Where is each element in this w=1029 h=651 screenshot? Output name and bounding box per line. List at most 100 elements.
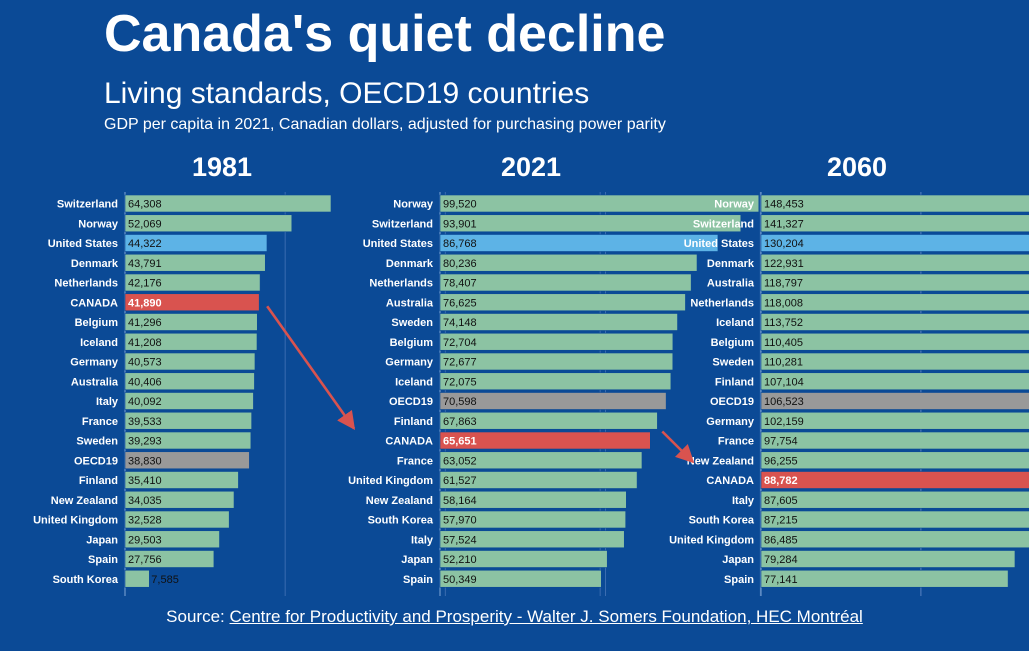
chart-title: Canada's quiet decline (104, 5, 666, 63)
category-label: United States (363, 238, 433, 250)
data-label: 57,524 (443, 534, 477, 546)
bar (439, 530, 625, 549)
bar (124, 471, 239, 489)
bar (439, 451, 643, 470)
data-label: 74,148 (443, 317, 477, 329)
data-label: 102,159 (764, 416, 804, 428)
category-label: OECD19 (74, 455, 118, 467)
data-label: 52,069 (128, 218, 162, 230)
category-label: CANADA (385, 436, 433, 448)
data-label: 70,598 (443, 396, 477, 408)
category-label: Finland (715, 376, 754, 388)
data-label: 118,797 (764, 278, 803, 290)
data-label: 96,255 (764, 455, 798, 467)
bar (760, 234, 1029, 252)
bar (439, 234, 719, 252)
bar (124, 293, 260, 312)
chart-panel-2021: 2021 Norway 99,520 Switzerland 93,901 United … (348, 152, 922, 596)
category-label: Norway (78, 218, 119, 230)
bar (439, 550, 608, 568)
category-label: Japan (86, 534, 118, 546)
data-label: 58,164 (443, 495, 477, 507)
bar (760, 372, 1029, 391)
data-label: 64,308 (128, 199, 162, 211)
category-label: Belgium (75, 317, 119, 329)
source-link[interactable]: Centre for Productivity and Prosperity -… (229, 607, 863, 626)
bar (439, 392, 667, 410)
bar (760, 293, 1029, 312)
category-label: United States (684, 238, 754, 250)
data-label: 40,406 (128, 376, 162, 388)
category-label: United Kingdom (348, 475, 433, 487)
data-label: 52,210 (443, 554, 477, 566)
category-label: France (82, 416, 118, 428)
category-label: Belgium (390, 337, 434, 349)
data-label: 87,215 (764, 515, 798, 527)
category-label: Denmark (707, 258, 755, 270)
category-label: Spain (88, 554, 118, 566)
data-label: 7,585 (151, 574, 179, 586)
category-label: Australia (386, 297, 434, 309)
bar (439, 253, 698, 272)
data-label: 77,141 (764, 574, 798, 586)
bar (760, 431, 1029, 450)
data-label: 57,970 (443, 515, 477, 527)
data-label: 72,075 (443, 376, 477, 388)
bar (760, 569, 1009, 588)
data-label: 40,092 (128, 396, 162, 408)
data-label: 42,176 (128, 278, 162, 290)
data-label: 67,863 (443, 416, 477, 428)
bar (124, 313, 258, 331)
bar (124, 234, 268, 252)
bar (760, 332, 1029, 351)
bar (439, 332, 674, 351)
arrow-2021-2060 (661, 430, 695, 464)
bar (760, 550, 1016, 568)
category-label: Iceland (395, 376, 433, 388)
data-label: 130,204 (764, 238, 804, 250)
data-label: 63,052 (443, 455, 477, 467)
bar (124, 332, 258, 351)
category-label: OECD19 (710, 396, 754, 408)
data-label: 97,754 (764, 436, 798, 448)
bar (124, 530, 220, 549)
category-label: Netherlands (369, 278, 433, 290)
category-label: CANADA (70, 297, 118, 309)
bar (760, 194, 1029, 213)
data-label: 39,293 (128, 436, 162, 448)
bar (439, 293, 686, 312)
bar (439, 273, 692, 292)
data-label: 35,410 (128, 475, 162, 487)
category-label: Norway (714, 199, 755, 211)
category-label: Italy (411, 534, 434, 546)
arrows (266, 305, 695, 464)
category-label: France (718, 436, 754, 448)
bar (439, 352, 674, 371)
category-label: Netherlands (54, 278, 118, 290)
bar (124, 253, 266, 272)
bar (760, 214, 1029, 233)
data-label: 110,281 (764, 357, 803, 369)
bar (124, 352, 256, 371)
bar (760, 392, 1029, 410)
bar (439, 569, 602, 588)
category-label: United States (48, 238, 118, 250)
data-label: 44,322 (128, 238, 162, 250)
data-label: 122,931 (764, 258, 804, 270)
category-label: South Korea (689, 515, 755, 527)
data-label: 61,527 (443, 475, 477, 487)
bar (760, 411, 1029, 430)
chart-note: GDP per capita in 2021, Canadian dollars… (104, 116, 666, 133)
data-label: 107,104 (764, 376, 804, 388)
bar (439, 411, 658, 430)
data-label: 27,756 (128, 554, 162, 566)
data-label: 38,830 (128, 455, 162, 467)
category-label: Belgium (711, 337, 755, 349)
data-label: 118,008 (764, 297, 803, 309)
category-label: Italy (732, 495, 755, 507)
category-label: United Kingdom (33, 515, 118, 527)
bar-charts: 1981 Switzerland 64,308 Norway 52,069 United … (33, 152, 1029, 596)
data-label: 50,349 (443, 574, 477, 586)
category-label: Denmark (386, 258, 434, 270)
bar (439, 490, 627, 509)
